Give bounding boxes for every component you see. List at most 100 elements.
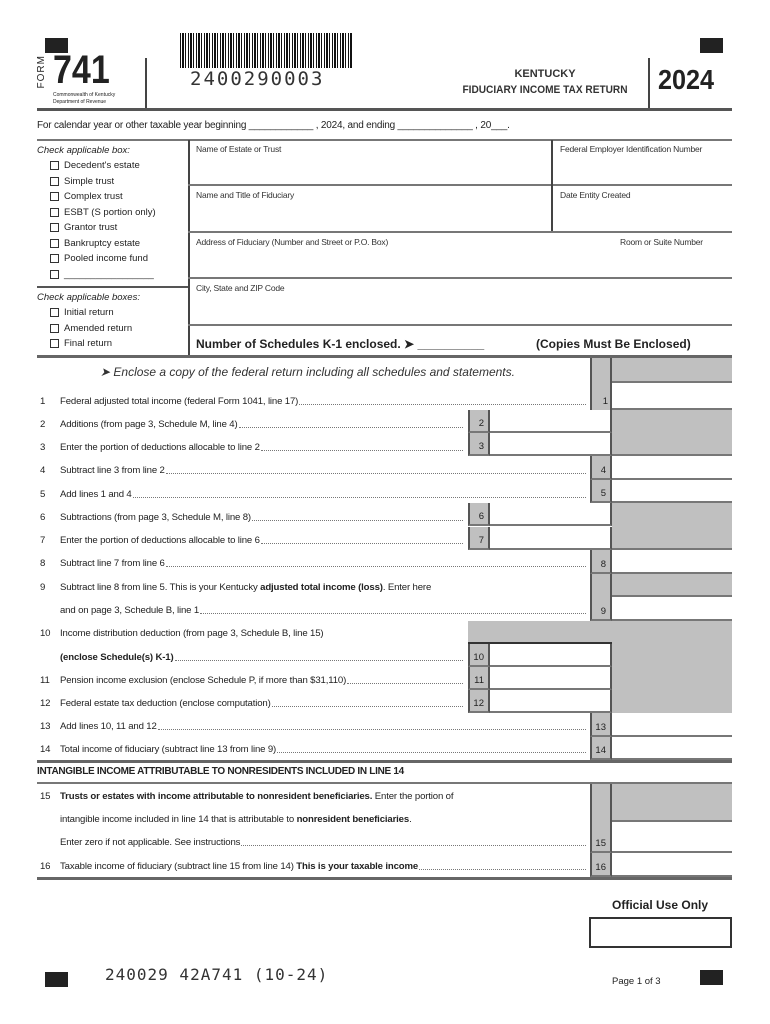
- checkbox-icon[interactable]: [50, 208, 59, 217]
- line-number-box: 8: [590, 550, 612, 574]
- line-text: Enter zero if not applicable. See instru…: [60, 837, 241, 848]
- dot-leader: [132, 497, 586, 498]
- form-number: 741: [53, 48, 110, 92]
- amount-field-l9[interactable]: [612, 597, 732, 621]
- checkbox-label: Grantor trust: [64, 221, 118, 233]
- box-number: 12: [473, 698, 484, 709]
- line-number-box: 4: [590, 456, 612, 480]
- amount-field-l15[interactable]: [612, 822, 732, 853]
- dot-leader: [251, 520, 463, 521]
- amount-field-l5[interactable]: [612, 480, 732, 503]
- line-number-box: 2: [468, 410, 490, 433]
- amount-field-l2[interactable]: [490, 410, 612, 433]
- fiduciary-name-field[interactable]: Name and Title of Fiduciary: [196, 190, 295, 200]
- checkbox-icon[interactable]: [50, 177, 59, 186]
- line-text: Income distribution deduction (from page…: [60, 628, 324, 639]
- title-state: KENTUCKY: [514, 68, 576, 80]
- line-text: Enter the portion of deductions allocabl…: [60, 442, 260, 453]
- checkbox-icon[interactable]: [50, 223, 59, 232]
- dot-leader: [347, 683, 463, 684]
- form-line-l6: 6 Subtractions (from page 3, Schedule M, …: [37, 508, 465, 524]
- line-text: Subtract line 3 from line 2: [60, 465, 165, 476]
- amount-field-l7[interactable]: [490, 527, 612, 550]
- amount-field-l8[interactable]: [612, 550, 732, 574]
- amount-field-l11[interactable]: [490, 667, 612, 690]
- checkbox-icon[interactable]: [50, 161, 59, 170]
- entity-type-checkbox[interactable]: ESBT (S portion only): [50, 205, 156, 220]
- box-number: 7: [478, 535, 484, 546]
- dot-leader: [165, 473, 586, 474]
- line-number: 3: [40, 442, 46, 453]
- checkbox-label: Bankruptcy estate: [64, 237, 141, 249]
- amount-field-l4[interactable]: [612, 456, 732, 480]
- dot-leader: [271, 706, 463, 707]
- line-number-box: 14: [590, 737, 612, 760]
- return-type-checkbox[interactable]: Initial return: [50, 305, 114, 320]
- entity-type-label: Check applicable box:: [37, 145, 130, 156]
- return-type-checkbox[interactable]: Amended return: [50, 321, 132, 336]
- suite-field[interactable]: Room or Suite Number: [620, 237, 703, 247]
- k1-count-field[interactable]: Number of Schedules K-1 enclosed. ➤ ____…: [196, 337, 485, 351]
- entity-type-checkbox[interactable]: Bankruptcy estate: [50, 236, 140, 251]
- line-number-box: 12: [468, 690, 490, 713]
- amount-field-l3[interactable]: [490, 433, 612, 456]
- amount-field-l12[interactable]: [490, 690, 612, 713]
- box-number: 9: [600, 606, 606, 617]
- checkbox-icon[interactable]: [50, 239, 59, 248]
- dot-leader: [241, 845, 586, 846]
- box-number: 3: [478, 441, 484, 452]
- form-line-l11: 11 Pension income exclusion (enclose Sche…: [37, 671, 465, 687]
- line-number: 9: [40, 582, 46, 593]
- fein-field[interactable]: Federal Employer Identification Number: [560, 144, 703, 154]
- line-text: Total income of fiduciary (subtract line…: [60, 744, 277, 755]
- line-number-box: 13: [590, 713, 612, 737]
- form-line-l9: and on page 3, Schedule B, line 1: [37, 601, 588, 617]
- entity-type-checkbox[interactable]: Simple trust: [50, 174, 114, 189]
- registration-mark: [700, 970, 723, 985]
- checkbox-icon[interactable]: [50, 308, 59, 317]
- form-line-l4: 4 Subtract line 3 from line 2: [37, 461, 588, 477]
- form-line-l10: (enclose Schedule(s) K-1): [37, 648, 465, 664]
- return-type-checkbox[interactable]: Final return: [50, 336, 112, 351]
- checkbox-icon[interactable]: [50, 339, 59, 348]
- form-line-l3: 3 Enter the portion of deductions allocab…: [37, 438, 465, 454]
- checkbox-label: Simple trust: [64, 175, 115, 187]
- line-text: Subtract line 8 from line 5. This is you…: [60, 582, 261, 593]
- line-number-box: 7: [468, 527, 490, 550]
- line-text: Enter the portion of: [372, 791, 454, 802]
- amount-field-l1[interactable]: [612, 383, 732, 410]
- form-title: FIDUCIARY INCOME TAX RETURN: [462, 84, 628, 96]
- box-number: 4: [600, 465, 606, 476]
- line-text: nonresident beneficiaries: [296, 814, 410, 825]
- amount-field-l16[interactable]: [612, 853, 732, 877]
- amount-field-l10[interactable]: [490, 644, 612, 667]
- form-label: FORM: [36, 55, 47, 89]
- line-number-box: 3: [468, 433, 490, 456]
- checkbox-icon[interactable]: [50, 192, 59, 201]
- city-state-zip-field[interactable]: City, State and ZIP Code: [196, 283, 285, 293]
- line-number: 2: [40, 419, 46, 430]
- entity-type-checkbox[interactable]: Pooled income fund: [50, 251, 148, 266]
- entity-type-checkbox[interactable]: Complex trust: [50, 189, 123, 204]
- box-number: 13: [595, 722, 606, 733]
- entity-type-checkbox[interactable]: Decedent's estate: [50, 158, 140, 173]
- checkbox-icon[interactable]: [50, 254, 59, 263]
- checkbox-label: Decedent's estate: [64, 159, 140, 171]
- form-line-l7: 7 Enter the portion of deductions allocab…: [37, 531, 465, 547]
- checkbox-icon[interactable]: [50, 324, 59, 333]
- entity-type-checkbox[interactable]: Grantor trust: [50, 220, 117, 235]
- entity-type-checkbox[interactable]: _________________: [50, 267, 154, 282]
- section-heading: INTANGIBLE INCOME ATTRIBUTABLE TO NONRES…: [37, 766, 404, 777]
- amount-field-l14[interactable]: [612, 737, 732, 760]
- box-number: 10: [473, 652, 484, 663]
- estate-name-field[interactable]: Name of Estate or Trust: [196, 144, 282, 154]
- checkbox-icon[interactable]: [50, 270, 59, 279]
- dot-leader: [419, 869, 586, 870]
- address-field[interactable]: Address of Fiduciary (Number and Street …: [196, 237, 389, 247]
- date-created-field[interactable]: Date Entity Created: [560, 190, 631, 200]
- amount-field-l6[interactable]: [490, 503, 612, 526]
- amount-field-l13[interactable]: [612, 713, 732, 737]
- line-text: (enclose Schedule(s) K-1): [60, 652, 174, 663]
- tax-year-line[interactable]: For calendar year or other taxable year …: [37, 120, 510, 131]
- checkbox-label: ESBT (S portion only): [64, 206, 156, 218]
